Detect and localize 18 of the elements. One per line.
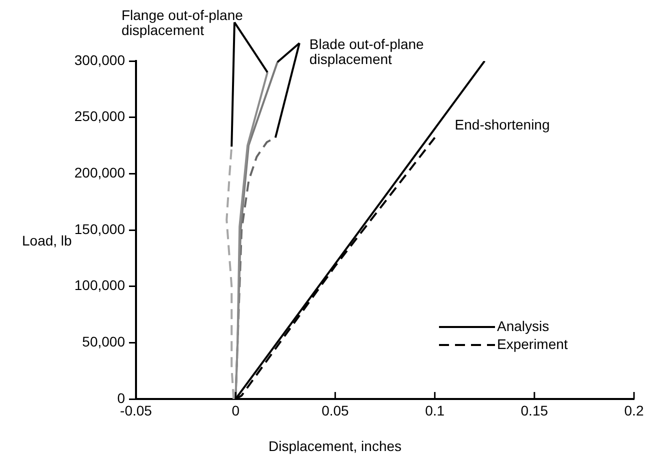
y-tick-label: 250,000	[74, 108, 126, 124]
x-tick-label: 0.15	[520, 402, 548, 418]
x-tick-label: 0	[232, 402, 240, 418]
y-tick-label: 100,000	[74, 277, 126, 294]
y-tick-label: 50,000	[82, 334, 126, 350]
y-axis-title: Load, lb	[22, 232, 72, 249]
annotation: Blade out-of-plane displacement	[309, 36, 424, 67]
x-tick-label: 0.05	[322, 402, 350, 418]
y-tick-label: 150,000	[74, 220, 126, 237]
y-tick-label: 300,000	[74, 52, 126, 68]
x-tick-label: 0.1	[425, 402, 445, 418]
legend-label: Experiment	[497, 336, 568, 352]
x-tick-label: 0.2	[624, 402, 644, 418]
annotation: Flange out-of-plane displacement	[121, 7, 244, 38]
legend-label: Analysis	[497, 318, 550, 334]
annotation: End-shortening	[454, 116, 550, 132]
y-tick-label: 200,000	[74, 164, 126, 181]
x-axis-title: Displacement, inches	[268, 438, 402, 454]
